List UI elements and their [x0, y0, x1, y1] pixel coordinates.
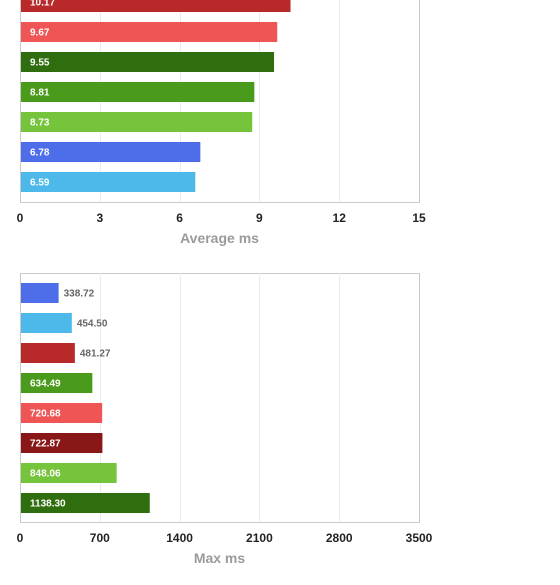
x-tick-label: 0 — [17, 531, 24, 545]
x-tick-label: 0 — [17, 211, 24, 225]
average-ms-chart: 10.17 9.67 9.55 8.81 8.73 6.78 6.59 0 3 6 9 12 15 Ave… — [17, 0, 426, 246]
x-tick-label: 9 — [256, 211, 263, 225]
bar-value-label: 848.06 — [30, 469, 61, 480]
x-tick-label: 6 — [176, 211, 183, 225]
bar — [21, 0, 291, 12]
bar-value-label: 8.81 — [30, 88, 50, 99]
bar — [21, 433, 103, 453]
bar-value-label: 6.59 — [30, 178, 50, 189]
bar — [21, 112, 253, 132]
x-tick-label: 15 — [412, 211, 426, 225]
bar — [21, 403, 103, 423]
bar — [21, 313, 72, 333]
plot-frame — [20, 273, 420, 523]
x-tick-label: 2800 — [326, 531, 353, 545]
bar — [21, 373, 93, 393]
bar — [21, 142, 201, 162]
bar — [21, 283, 59, 303]
bar-value-label: 10.17 — [30, 0, 55, 9]
bar-value-label: 722.87 — [30, 439, 61, 450]
x-tick-label: 3 — [96, 211, 103, 225]
x-tick-label: 2100 — [246, 531, 273, 545]
max-ms-chart: 338.72 454.50 481.27 634.49 720.68 722.87 848.… — [17, 273, 433, 566]
x-tick-label: 700 — [90, 531, 110, 545]
bar — [21, 52, 275, 72]
x-axis-title: Average ms — [180, 230, 259, 246]
bar-value-label: 6.78 — [30, 148, 50, 159]
x-tick-label: 1400 — [166, 531, 193, 545]
plot-frame — [20, 0, 420, 203]
bar-value-label: 9.55 — [30, 58, 50, 69]
bar-value-label: 481.27 — [80, 349, 111, 360]
bar — [21, 343, 75, 363]
bar — [21, 463, 117, 483]
bar-value-label: 634.49 — [30, 379, 61, 390]
bar — [21, 172, 196, 192]
bar-value-label: 454.50 — [77, 319, 108, 330]
bar-value-label: 9.67 — [30, 28, 50, 39]
bar — [21, 82, 255, 102]
bar-value-label: 1138.30 — [30, 499, 66, 510]
x-axis-title: Max ms — [194, 550, 246, 566]
x-tick-label: 12 — [333, 211, 347, 225]
bar-value-label: 8.73 — [30, 118, 50, 129]
bar-value-label: 338.72 — [64, 289, 95, 300]
bar — [21, 22, 278, 42]
bar-value-label: 720.68 — [30, 409, 61, 420]
bar — [21, 493, 150, 513]
x-tick-label: 3500 — [406, 531, 433, 545]
